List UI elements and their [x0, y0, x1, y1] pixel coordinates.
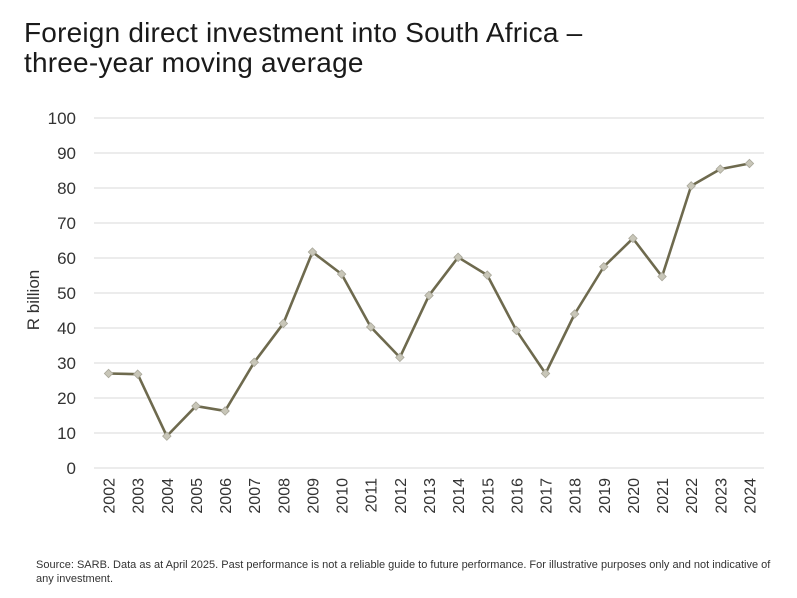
y-tick-label: 10 — [57, 424, 76, 443]
x-tick-label: 2023 — [713, 478, 730, 514]
x-tick-label: 2002 — [102, 478, 119, 514]
data-point-marker — [657, 271, 667, 282]
data-point-marker — [424, 290, 434, 301]
source-footnote: Source: SARB. Data as at April 2025. Pas… — [36, 559, 771, 585]
y-tick-label: 80 — [57, 179, 76, 198]
x-tick-label: 2019 — [597, 478, 614, 514]
data-point-marker — [249, 357, 259, 368]
y-tick-label: 0 — [67, 459, 76, 478]
x-tick-label: 2003 — [131, 478, 148, 514]
data-point-marker — [162, 431, 172, 441]
x-tick-label: 2008 — [276, 478, 293, 514]
data-point-marker — [628, 233, 638, 244]
y-tick-label: 40 — [57, 319, 76, 338]
x-tick-label: 2021 — [655, 478, 672, 514]
x-tick-label: 2005 — [189, 478, 206, 514]
data-point-marker — [540, 368, 551, 379]
x-tick-label: 2014 — [451, 478, 468, 514]
data-point-marker — [482, 270, 493, 280]
x-tick-label: 2010 — [335, 478, 352, 514]
y-tick-label: 90 — [57, 144, 76, 163]
data-point-marker — [191, 401, 201, 411]
data-point-marker — [453, 252, 463, 263]
data-point-marker — [278, 318, 289, 329]
x-tick-label: 2007 — [247, 478, 264, 514]
data-point-marker — [599, 261, 609, 272]
y-axis-label: R billion — [24, 270, 43, 330]
data-point-marker — [220, 406, 230, 416]
x-axis-ticks: 2002 2003 2004 2005 2006 2007 2008 2009 2010 2011… — [102, 478, 760, 514]
data-point-marker — [569, 309, 580, 319]
x-tick-label: 2012 — [393, 478, 410, 514]
series-group — [103, 158, 755, 441]
chart-title: Foreign direct investment into South Afr… — [24, 18, 582, 78]
data-point-marker — [103, 368, 114, 379]
data-point-marker — [336, 269, 347, 279]
x-tick-label: 2015 — [480, 478, 497, 514]
data-point-marker — [715, 164, 726, 174]
x-tick-label: 2016 — [509, 478, 526, 514]
data-point-marker — [744, 158, 755, 169]
x-tick-label: 2013 — [422, 478, 439, 514]
data-point-marker — [686, 181, 696, 191]
chart-title-line-2: three-year moving average — [24, 47, 364, 78]
y-axis-ticks: 0 10 20 30 40 50 60 70 80 90 100 — [48, 109, 76, 478]
chart-title-line-1: Foreign direct investment into South Afr… — [24, 17, 583, 48]
data-point-marker — [395, 352, 405, 363]
y-tick-label: 70 — [57, 214, 76, 233]
y-tick-label: 50 — [57, 284, 76, 303]
y-tick-label: 100 — [48, 109, 76, 128]
y-tick-label: 30 — [57, 354, 76, 373]
gridlines — [94, 117, 764, 469]
x-tick-label: 2018 — [568, 478, 585, 514]
y-tick-label: 20 — [57, 389, 76, 408]
x-tick-label: 2020 — [626, 478, 643, 514]
data-point-marker — [307, 247, 318, 257]
data-point-marker — [511, 325, 522, 336]
data-point-marker — [365, 322, 376, 332]
x-tick-label: 2009 — [305, 478, 322, 514]
x-tick-label: 2006 — [218, 478, 235, 514]
y-tick-label: 60 — [57, 249, 76, 268]
x-tick-label: 2024 — [742, 478, 759, 514]
x-tick-label: 2011 — [364, 478, 381, 513]
x-tick-label: 2017 — [539, 478, 556, 514]
x-tick-label: 2022 — [684, 478, 701, 514]
x-tick-label: 2004 — [160, 478, 177, 514]
data-point-marker — [132, 369, 143, 379]
